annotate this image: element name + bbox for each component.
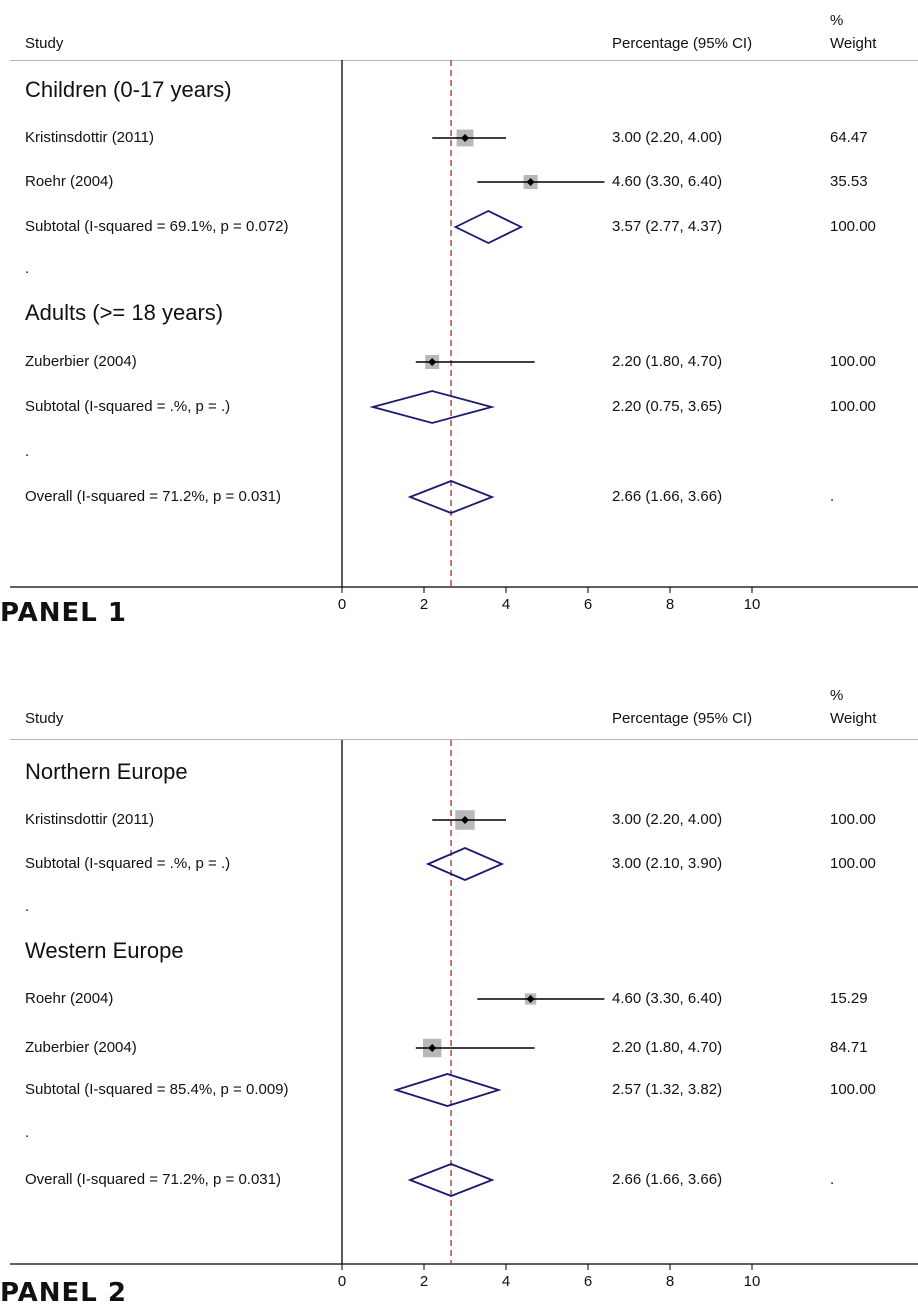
group-label: Adults (>= 18 years) xyxy=(25,300,224,325)
header-weight-percent: % xyxy=(830,12,844,29)
weight-text: 100.00 xyxy=(830,398,876,415)
overall-label: Overall (I-squared = 71.2%, p = 0.031) xyxy=(25,488,281,505)
ci-text: 2.66 (1.66, 3.66) xyxy=(612,488,723,505)
header-study: Study xyxy=(25,35,64,52)
x-tick-label: 10 xyxy=(744,596,761,613)
x-tick-label: 2 xyxy=(420,596,428,613)
study-label: Kristinsdottir (2011) xyxy=(25,811,154,828)
ci-text: 2.66 (1.66, 3.66) xyxy=(612,1171,723,1188)
weight-text: 35.53 xyxy=(830,173,868,190)
subtotal-diamond xyxy=(393,1073,502,1107)
x-tick-label: 4 xyxy=(502,1273,510,1290)
weight-text: 84.71 xyxy=(830,1039,868,1056)
subtotal-label: Subtotal (I-squared = .%, p = .) xyxy=(25,855,231,872)
subtotal-label: Subtotal (I-squared = 69.1%, p = 0.072) xyxy=(25,218,289,235)
weight-text: 100.00 xyxy=(830,855,876,872)
overall-diamond xyxy=(407,1163,495,1197)
overall-diamond xyxy=(407,480,495,514)
spacer-dot: . xyxy=(25,898,30,915)
header-study: Study xyxy=(25,710,64,727)
x-tick-label: 6 xyxy=(584,596,592,613)
header-weight-percent: % xyxy=(830,687,844,704)
point-estimate xyxy=(461,134,469,142)
ci-text: 2.20 (0.75, 3.65) xyxy=(612,398,723,415)
weight-text: 100.00 xyxy=(830,353,876,370)
x-tick-label: 6 xyxy=(584,1273,592,1290)
forest-plot-svg: 0 2 4 6 8 10 xyxy=(10,60,918,613)
point-estimate xyxy=(526,178,535,186)
forest-plot-panel-1: Study Percentage (95% CI) % Weight Child… xyxy=(0,0,918,650)
panel-label: PANEL 1 xyxy=(0,598,128,628)
subtotal-label: Subtotal (I-squared = .%, p = .) xyxy=(25,398,231,415)
subtotal-label: Subtotal (I-squared = 85.4%, p = 0.009) xyxy=(25,1081,289,1098)
header-weight: Weight xyxy=(830,35,877,52)
x-tick-label: 10 xyxy=(744,1273,761,1290)
ci-text: 3.00 (2.20, 4.00) xyxy=(612,811,723,828)
panel-label: PANEL 2 xyxy=(0,1278,128,1308)
ci-text: 3.57 (2.77, 4.37) xyxy=(612,218,723,235)
ci-text: 4.60 (3.30, 6.40) xyxy=(612,173,723,190)
point-estimate xyxy=(428,358,437,366)
weight-text: 100.00 xyxy=(830,1081,876,1098)
header-divider xyxy=(10,60,918,61)
group-label: Children (0-17 years) xyxy=(25,77,232,102)
subtotal-diamond xyxy=(369,390,496,424)
x-tick-label: 2 xyxy=(420,1273,428,1290)
header-ci: Percentage (95% CI) xyxy=(612,710,753,727)
weight-text: 64.47 xyxy=(830,129,868,146)
point-estimate xyxy=(428,1044,437,1052)
study-label: Roehr (2004) xyxy=(25,990,114,1007)
x-tick-label: 0 xyxy=(338,1273,346,1290)
point-estimate xyxy=(526,995,535,1003)
forest-plot-svg: 0 2 4 6 8 10 xyxy=(10,740,918,1290)
ci-text: 2.57 (1.32, 3.82) xyxy=(612,1081,723,1098)
study-label: Zuberbier (2004) xyxy=(25,1039,137,1056)
study-label: Kristinsdottir (2011) xyxy=(25,129,154,146)
subtotal-diamond xyxy=(425,847,505,881)
study-label: Roehr (2004) xyxy=(25,173,114,190)
spacer-dot: . xyxy=(25,443,30,460)
weight-text: 15.29 xyxy=(830,990,868,1007)
x-tick-label: 8 xyxy=(666,596,674,613)
x-tick-label: 0 xyxy=(338,596,346,613)
forest-plot-panel-2: Study Percentage (95% CI) % Weight North… xyxy=(0,680,918,1308)
ci-text: 2.20 (1.80, 4.70) xyxy=(612,353,723,370)
x-tick-label: 4 xyxy=(502,596,510,613)
overall-label: Overall (I-squared = 71.2%, p = 0.031) xyxy=(25,1171,281,1188)
subtotal-diamond xyxy=(453,209,524,245)
weight-text: . xyxy=(830,1171,835,1188)
ci-text: 3.00 (2.10, 3.90) xyxy=(612,855,723,872)
group-label: Western Europe xyxy=(25,938,184,963)
header-divider xyxy=(10,739,918,740)
weight-text: 100.00 xyxy=(830,218,876,235)
header-ci: Percentage (95% CI) xyxy=(612,35,753,52)
ci-text: 2.20 (1.80, 4.70) xyxy=(612,1039,723,1056)
ci-text: 4.60 (3.30, 6.40) xyxy=(612,990,723,1007)
spacer-dot: . xyxy=(25,1124,30,1141)
ci-text: 3.00 (2.20, 4.00) xyxy=(612,129,723,146)
group-label: Northern Europe xyxy=(25,759,188,784)
study-label: Zuberbier (2004) xyxy=(25,353,137,370)
point-estimate xyxy=(461,816,469,824)
weight-text: . xyxy=(830,488,835,505)
weight-text: 100.00 xyxy=(830,811,876,828)
spacer-dot: . xyxy=(25,260,30,277)
x-tick-label: 8 xyxy=(666,1273,674,1290)
header-weight: Weight xyxy=(830,710,877,727)
